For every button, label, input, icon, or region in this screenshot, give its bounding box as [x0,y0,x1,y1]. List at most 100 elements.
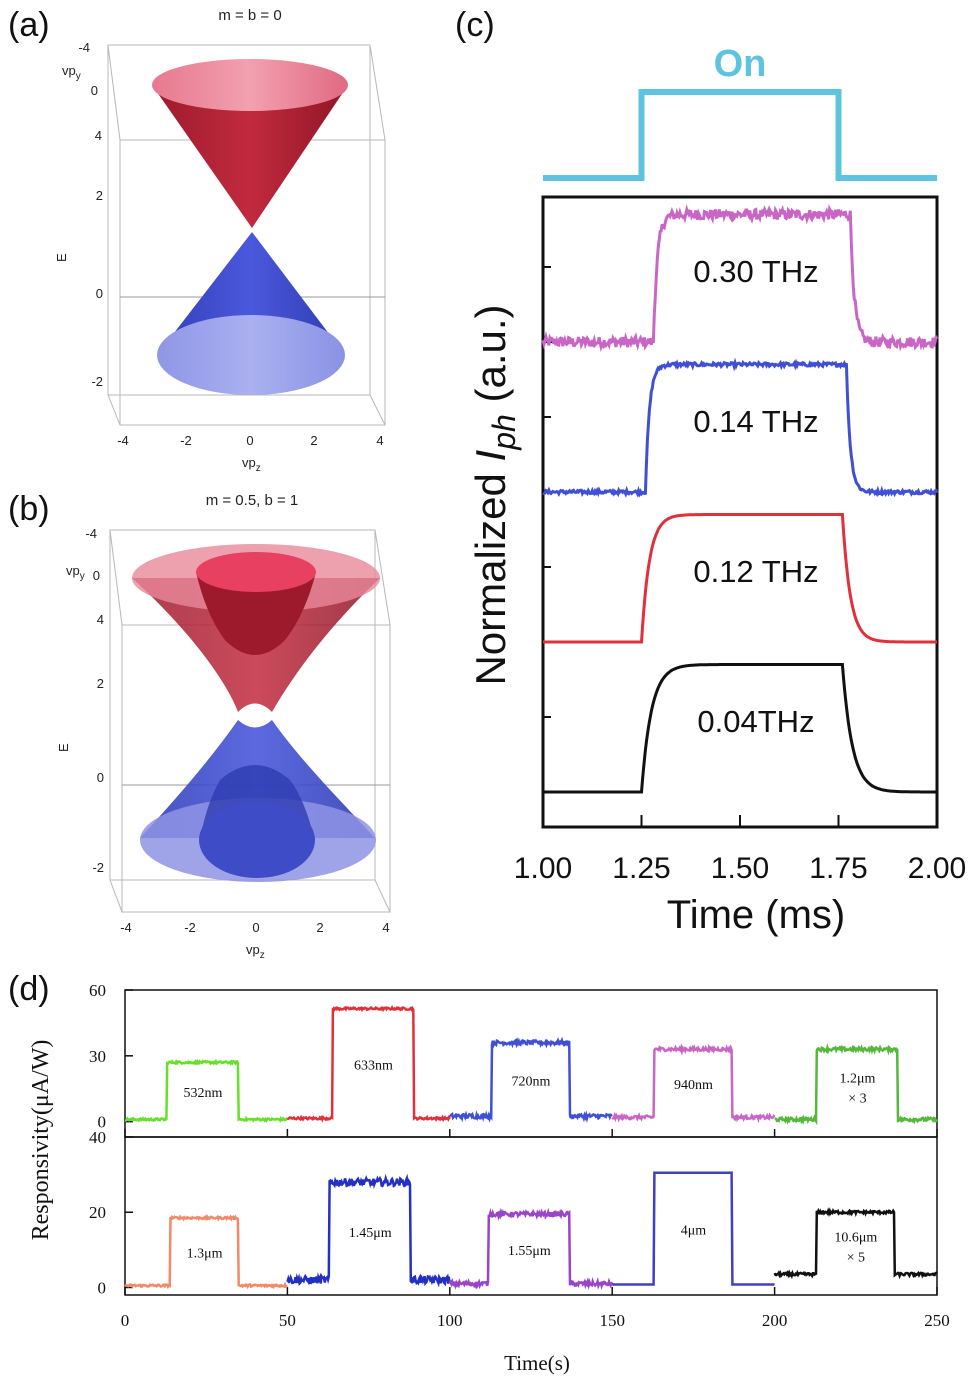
panel-c-series-label: 0.12 THz [693,554,818,589]
panel-a-xtick: 4 [376,433,383,448]
panel-c-series-line [541,203,939,352]
panel-a-xlabel: vpz [242,455,261,474]
panel-c-xtick-label: 1.50 [711,852,769,885]
panel-a-ztick: 0 [96,286,103,301]
panel-d-xtick-label: 100 [437,1311,463,1330]
panel-a-title: m = b = 0 [218,7,281,24]
panel-d-label: (d) [8,970,50,1008]
panel-d-xtick-label: 150 [599,1311,625,1330]
panel-d-ytick-label: 60 [89,981,106,1000]
panel-c: (c) On 1.00 1.25 1.50 1.75 2.00 0.30 THz 0.14… [455,6,966,937]
panel-b-ztick: 0 [97,770,104,785]
panel-c-series-line [543,663,937,794]
panel-d-series-label: 940nm [674,1078,713,1093]
panel-a-xtick: -4 [117,433,129,448]
panel-d-ylabel: Responsivity(μA/W) [28,1040,54,1241]
panel-b-label: (b) [8,490,50,528]
on-signal-line [543,89,937,181]
panel-c-series-label: 0.14 THz [693,404,818,439]
panel-b-ylabel: vpy [66,563,85,582]
panel-a-lower-cone [157,232,345,395]
panel-b-ztick: 2 [97,676,104,691]
on-signal: On [543,43,937,181]
panel-b-xtick: -2 [184,920,196,935]
panel-d-series-multiplier: × 5 [847,1250,865,1265]
panel-a-ytick: 0 [91,83,98,98]
panel-d-ytick-label: 0 [98,1278,107,1297]
panel-a-ytick: 4 [95,128,102,143]
panel-d-series-label: 1.45μm [349,1226,392,1241]
panel-a-xtick: 2 [310,433,317,448]
panel-a-ylabel: vpy [62,63,81,82]
panel-d-series-label: 4μm [681,1224,707,1239]
panel-d-xtick-label: 50 [279,1311,296,1330]
panel-c-xtick-label: 1.75 [809,852,867,885]
panel-d-series-line [773,1207,938,1280]
panel-d-series-label: 633nm [354,1059,393,1074]
panel-c-series-label: 0.04THz [697,704,814,739]
panel-b: (b) m = 0.5, b = 1 vpy -4 0 4 2 0 -2 E [8,490,391,961]
panel-b-xtick: 2 [316,920,323,935]
panel-a-upper-cone [152,59,348,228]
panel-c-series: 0.30 THz 0.14 THz 0.12 THz 0.04THz [541,203,939,794]
panel-d-ytick-label: 40 [89,1128,106,1147]
panel-c-yticks [543,266,557,793]
panel-d-series-label: 10.6μm [834,1230,877,1245]
panel-a-ztick: 2 [96,188,103,203]
panel-c-label: (c) [455,6,495,44]
panel-c-xtick-label: 1.00 [514,852,572,885]
panel-c-xticks: 1.00 1.25 1.50 1.75 2.00 [514,815,966,885]
panel-c-series-line [543,513,937,644]
panel-d-ytick-label: 30 [89,1047,106,1066]
panel-b-xlabel: vpz [246,942,265,961]
panel-d-xtick-label: 200 [762,1311,788,1330]
panel-c-xlabel: Time (ms) [667,893,845,937]
panel-b-ytick: -4 [85,526,97,541]
panel-d-series-label: 720nm [512,1074,551,1089]
panel-b-xtick: -4 [120,920,132,935]
panel-b-upper-cone [132,544,380,712]
panel-a-zlabel: E [54,253,69,262]
panel-b-ytick: 0 [93,568,100,583]
panel-b-zlabel: E [56,743,71,752]
panel-d-ytick-label: 20 [89,1203,106,1222]
panel-d-series-line [774,1043,939,1126]
panel-b-ytick: 4 [97,612,104,627]
panel-a-label: (a) [8,6,50,44]
panel-c-xtick-label: 2.00 [908,852,966,885]
panel-d-series-label: 1.55μm [508,1244,551,1259]
panel-a-xtick: -2 [180,433,192,448]
panel-d-ytick-label: 0 [98,1113,107,1132]
panel-d-series-line [124,1213,288,1290]
panel-d-series-line [449,1036,613,1124]
panel-d-series-multiplier: × 3 [848,1091,866,1106]
panel-b-xtick: 4 [382,920,389,935]
panel-d-xtick-label: 0 [121,1311,130,1330]
panel-d-series-line [286,1004,451,1123]
panel-d-xtick-label: 250 [924,1311,950,1330]
panel-a: (a) m = b = 0 vpy -4 0 4 2 0 -2 E -4 -2 … [8,6,386,474]
panel-d-series-line [448,1207,614,1291]
panel-c-series-label: 0.30 THz [693,254,818,289]
panel-d-series-label: 1.3μm [187,1247,223,1262]
panel-d-series-label: 532nm [184,1086,223,1101]
panel-d-series-label: 1.2μm [839,1071,875,1086]
panel-b-ztick: -2 [92,860,104,875]
panel-c-ylabel: Normalized Iph (a.u.) [467,304,522,685]
panel-d-series-line [286,1173,451,1288]
panel-d-series: 532nm 633nm 720nm 940nm 1.2μm × 3 1.3μm 1.45μm 1… [124,1004,939,1291]
panel-b-xtick: 0 [252,920,259,935]
panel-d-series-line [611,1043,776,1124]
panel-a-xtick: 0 [246,433,253,448]
panel-b-lower-cone [140,720,376,882]
panel-a-ytick: -4 [78,40,90,55]
panel-a-ztick: -2 [91,374,103,389]
on-signal-label: On [714,43,767,85]
panel-d-series-line [612,1171,775,1286]
panel-d-xlabel: Time(s) [504,1351,570,1375]
panel-c-series-line [542,357,939,498]
panel-b-title: m = 0.5, b = 1 [206,492,299,509]
